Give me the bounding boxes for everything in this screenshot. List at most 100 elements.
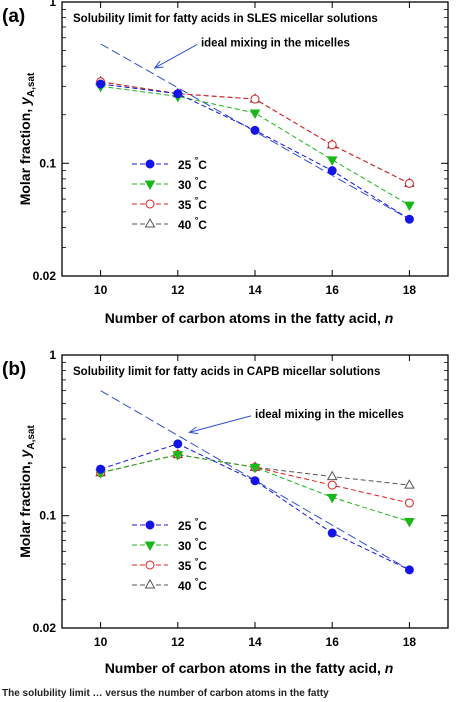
panel-b-legend-degree: ° — [195, 536, 199, 546]
panel-b-x-tick-label: 14 — [248, 635, 262, 649]
panel-b-x-axis-variable: n — [385, 660, 394, 676]
panel-a-title: Solubility limit for fatty acids in SLES… — [73, 13, 378, 25]
panel-b-series-30C-line — [100, 454, 410, 522]
panel-b-annotation: ideal mixing in the micelles — [255, 409, 404, 421]
panel-b-legend-unit: C — [198, 519, 207, 533]
panel-b-legend-degree: ° — [195, 516, 199, 526]
panel-a-series-30C-point — [404, 201, 415, 212]
panel-b-legend-marker-40 — [144, 578, 156, 589]
panel-b-label: (b) — [2, 359, 26, 380]
panel-a-series-25C-point — [173, 89, 183, 99]
panel-a-x-tick-label: 14 — [248, 283, 262, 297]
panel-a-legend-unit: C — [198, 198, 207, 212]
panel-b-ideal-mixing-line — [100, 390, 410, 571]
panel-a-y-axis-subscript: A,sat — [26, 72, 37, 97]
panel-b-x-tick-label: 12 — [171, 635, 185, 649]
panel-a-legend-unit: C — [198, 158, 207, 172]
panel-a-legend-marker-25 — [145, 159, 155, 169]
panel-a-x-axis-variable: n — [385, 310, 394, 326]
panel-b-series-40C-point — [326, 470, 338, 481]
panel-a-series-35C-point — [404, 178, 414, 188]
panel-b-series-25C-point — [404, 565, 414, 575]
panel-b-title: Solubility limit for fatty acids in CAPB… — [73, 366, 380, 378]
panel-a-legend-marker-30 — [144, 180, 156, 191]
panel-a-legend-unit: C — [198, 178, 207, 192]
panel-a-legend-degree: ° — [195, 195, 199, 205]
panel-a-series-25C-point — [250, 125, 260, 135]
panel-a-series-25C-point — [404, 214, 414, 224]
panel-a-y-axis-variable: y — [17, 96, 33, 106]
panel-a-series-25C-point — [327, 166, 337, 176]
panel-b-legend-unit: C — [198, 559, 207, 573]
panel-b-y-tick-label: 1 — [49, 348, 56, 362]
panel-a-series-25C-line — [100, 83, 410, 220]
panel-b-series-40C-point — [404, 479, 415, 489]
panel-a-legend-marker-40 — [144, 217, 156, 228]
panel-b-series-30C-point — [249, 463, 261, 474]
panel-b-legend-label-30: 30 °C — [178, 536, 207, 553]
panel-b-legend-unit: C — [198, 539, 207, 553]
panel-b-y-tick-label: 0.02 — [33, 621, 57, 635]
panel-b-series-25C-line — [100, 443, 410, 571]
panel-a-y-tick-label: 0.02 — [33, 269, 57, 283]
panel-b-legend-marker-30 — [144, 541, 156, 552]
panel-a-annotation-arrow — [154, 44, 198, 69]
panel-a-legend-unit: C — [198, 218, 207, 232]
caption-fragment: The solubility limit … versus the number… — [2, 688, 329, 699]
panel-b-legend-label-25: 25 °C — [178, 516, 207, 533]
panel-b-legend-degree: ° — [195, 576, 199, 586]
panel-a-label: (a) — [2, 6, 25, 27]
panel-b-series-25C-point — [250, 476, 260, 486]
panel-b-legend-marker-35 — [145, 560, 155, 570]
panel-b-x-tick-label: 16 — [326, 635, 340, 649]
panel-a-y-tick-label: 1 — [49, 0, 56, 9]
panel-b-y-axis-label: Molar fraction, yA,sat — [17, 425, 37, 558]
panel-a-series-35C-point — [250, 94, 260, 104]
panel-a-series-30C-point — [326, 156, 338, 166]
panel-b-series-30C-point — [172, 451, 184, 461]
panel-a-series-30C-line — [100, 85, 410, 206]
panel-b-series-35C-point — [404, 498, 414, 508]
panel-a-legend-label-25: 25 °C — [178, 155, 207, 172]
panel-b-series-25C-point — [96, 464, 106, 474]
panel-a-legend-label-30: 30 °C — [178, 175, 207, 192]
panel-b-series-35C-point — [327, 480, 337, 490]
panel-b-series-25C-point — [173, 439, 183, 449]
panel-b-series-25C-point — [327, 528, 337, 538]
panel-b-legend-degree: ° — [195, 556, 199, 566]
panel-a-y-tick-label: 0.1 — [39, 156, 56, 170]
panel-b-y-axis-subscript: A,sat — [26, 425, 37, 450]
panel-a-x-tick-label: 18 — [403, 283, 417, 297]
panel-b-x-axis-label: Number of carbon atoms in the fatty acid… — [105, 660, 394, 676]
panel-b-plot-frame — [61, 354, 449, 629]
panel-a-x-tick-label: 12 — [171, 283, 185, 297]
panel-b-x-tick-label: 10 — [94, 635, 108, 649]
panel-a-legend-degree: ° — [195, 155, 199, 165]
panel-a-annotation-arrowhead — [153, 60, 164, 69]
panel-b-series-30C-point — [326, 493, 338, 504]
panel-b-legend-marker-25 — [145, 520, 155, 530]
panel-b-annotation-arrow — [189, 415, 252, 433]
panel-a-legend-degree: ° — [195, 215, 199, 225]
panel-a-series-35C-point — [327, 140, 337, 150]
panel-a-legend-degree: ° — [195, 175, 199, 185]
panel-a-x-tick-label: 16 — [326, 283, 340, 297]
panel-b-y-axis-variable: y — [17, 448, 33, 458]
panel-b-y-tick-label: 0.1 — [39, 509, 56, 523]
panel-a-annotation: ideal mixing in the micelles — [201, 38, 350, 50]
panel-a-series-30C-point — [249, 109, 261, 120]
panel-b-series-30C-point — [404, 518, 415, 528]
panel-a-legend-label-35: 35 °C — [178, 195, 207, 212]
panel-b-legend-label-40: 40 °C — [178, 576, 207, 593]
panel-b-x-tick-label: 18 — [403, 635, 417, 649]
panel-a-series-25C-point — [96, 79, 106, 89]
panel-b-legend-label-35: 35 °C — [178, 556, 207, 573]
panel-a-y-axis-label: Molar fraction, yA,sat — [17, 72, 37, 205]
panel-b-annotation-arrowhead — [188, 426, 199, 435]
panel-a-legend-marker-35 — [145, 199, 155, 209]
panel-b-legend-unit: C — [198, 579, 207, 593]
panel-a-legend-label-40: 40 °C — [178, 215, 207, 232]
panel-a-x-axis-label: Number of carbon atoms in the fatty acid… — [105, 310, 394, 326]
panel-a-x-tick-label: 10 — [94, 283, 108, 297]
